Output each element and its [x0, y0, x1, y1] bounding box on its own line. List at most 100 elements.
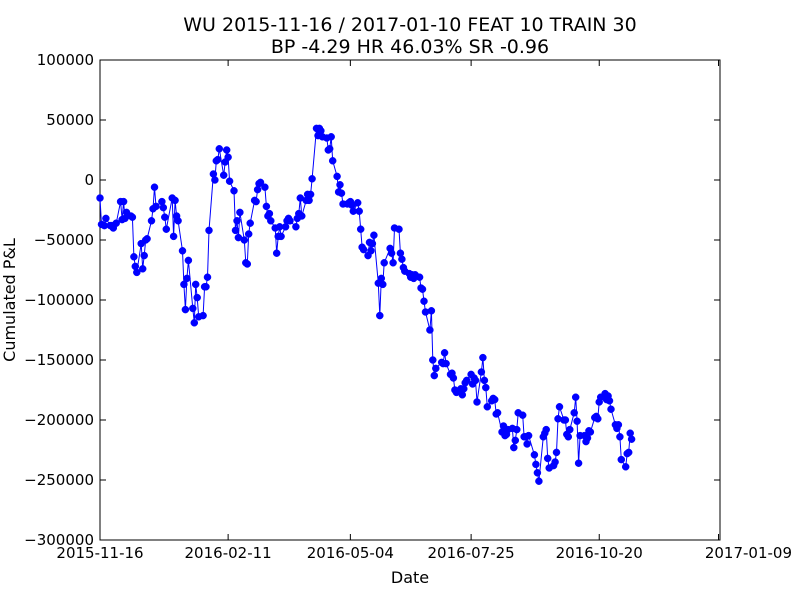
data-point [518, 411, 527, 419]
data-point [356, 225, 365, 233]
data-point [202, 283, 210, 291]
data-point [181, 305, 190, 314]
data-point [138, 265, 147, 273]
x-tick-label: 2016-10-20 [556, 544, 643, 562]
data-point [150, 183, 159, 191]
y-tick-label: 100000 [37, 51, 94, 69]
data-point [240, 236, 249, 244]
data-point [376, 311, 384, 320]
data-point [564, 433, 573, 441]
data-point [236, 208, 244, 217]
data-point [479, 353, 487, 362]
data-point [533, 469, 542, 477]
data-point [191, 280, 200, 289]
data-point [102, 214, 110, 223]
data-point [183, 274, 191, 283]
data-point [432, 364, 440, 373]
x-tick-label: 2016-07-25 [428, 544, 515, 562]
data-point [337, 189, 346, 197]
data-point [571, 393, 580, 401]
data-point [325, 145, 334, 153]
data-point [333, 172, 341, 181]
data-point [233, 217, 241, 225]
data-point [477, 368, 486, 376]
y-tick-label: −50000 [34, 231, 94, 249]
data-point [230, 187, 238, 195]
data-point [510, 443, 518, 452]
data-point [395, 225, 403, 233]
data-point [171, 196, 179, 205]
data-point [162, 225, 171, 233]
y-tick-label: −200000 [24, 411, 94, 429]
data-point [573, 417, 581, 425]
data-point [292, 223, 300, 231]
data-point [225, 177, 234, 185]
data-point [555, 403, 564, 411]
data-point [624, 448, 633, 457]
data-point [627, 435, 636, 443]
data-point [262, 202, 271, 211]
data-point [308, 175, 316, 183]
data-point [368, 239, 377, 248]
data-point [542, 425, 550, 434]
data-point [513, 425, 521, 434]
data-point [267, 217, 275, 225]
data-point [219, 171, 228, 179]
data-point [594, 415, 602, 423]
data-point [286, 217, 294, 225]
data-point [389, 259, 397, 267]
data-point [430, 371, 439, 380]
data-point [586, 428, 595, 436]
data-point [605, 397, 614, 405]
data-point [143, 235, 151, 243]
data-point [272, 249, 281, 257]
data-point [133, 268, 141, 277]
data-point [180, 280, 188, 289]
data-point [427, 307, 436, 315]
data-point [420, 297, 428, 305]
data-point [140, 251, 148, 260]
x-tick-label: 2017-01-09 [705, 544, 792, 562]
data-point [199, 311, 207, 320]
data-point [471, 376, 480, 385]
data-point [370, 231, 378, 239]
data-point [231, 226, 240, 235]
data-point [224, 153, 232, 161]
data-point [128, 213, 137, 221]
data-point [205, 226, 213, 235]
x-tick-label: 2016-02-11 [185, 544, 272, 562]
data-point [359, 245, 368, 254]
data-point [551, 458, 559, 466]
data-point [190, 319, 199, 327]
data-point [222, 146, 231, 154]
data-point [380, 259, 388, 267]
data-point [415, 273, 424, 281]
data-point [243, 260, 252, 268]
data-point [159, 203, 168, 212]
data-point [583, 434, 592, 442]
data-point [189, 304, 197, 313]
data-point [152, 202, 160, 211]
data-point [193, 293, 201, 302]
data-point [184, 256, 193, 265]
data-point [265, 209, 274, 218]
y-axis: 100000 50000 0 −50000 −100000 −150000 −200000 −… [24, 51, 720, 549]
data-point [566, 425, 574, 434]
data-point [252, 197, 260, 206]
data-point [306, 190, 315, 199]
x-axis: 2015-11-16 2016-02-11 2016-05-04 2016-07-25… [56, 60, 792, 562]
data-point [621, 463, 630, 471]
data-point [429, 356, 437, 364]
data-point [96, 194, 104, 202]
data-point [473, 398, 481, 406]
data-point [178, 247, 187, 255]
y-tick-label: −300000 [24, 531, 94, 549]
series-layer [96, 124, 636, 485]
data-point [617, 455, 626, 464]
data-point [480, 376, 489, 385]
data-point [112, 219, 120, 227]
chart-title: WU 2015-11-16 / 2017-01-10 FEAT 10 TRAIN… [183, 14, 636, 36]
data-point [174, 217, 182, 225]
data-point [482, 383, 490, 392]
data-point [215, 145, 224, 153]
